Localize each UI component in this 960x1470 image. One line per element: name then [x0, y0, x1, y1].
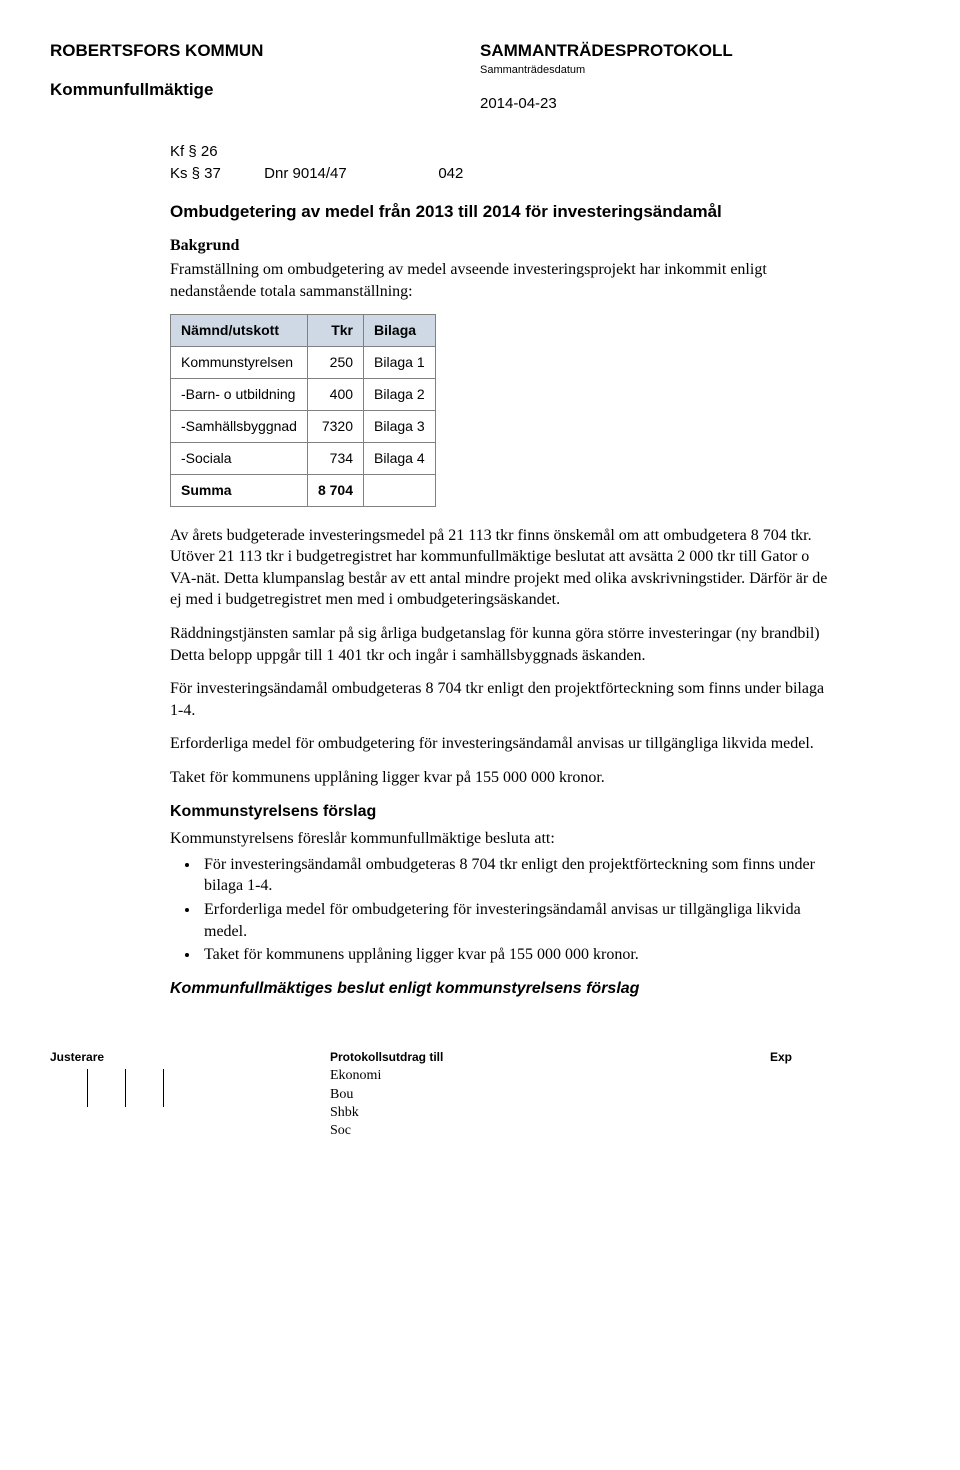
ref-ks-line: Ks § 37 Dnr 9014/47 042: [170, 164, 830, 184]
document-footer: Justerare Protokollsutdrag till EkonomiB…: [50, 1049, 910, 1140]
table-cell: 250: [307, 347, 363, 379]
body-name: Kommunfullmäktige: [50, 79, 480, 102]
bullet-item: Erforderliga medel för ombudgetering för…: [200, 899, 830, 942]
paragraph: Räddningstjänsten samlar på sig årliga b…: [170, 623, 830, 666]
bullet-item: För investeringsändamål ombudgeteras 8 7…: [200, 854, 830, 897]
date-label: Sammanträdesdatum: [480, 63, 910, 78]
table-cell: -Samhällsbyggnad: [171, 410, 308, 442]
ref-code: 042: [438, 165, 463, 182]
table-row: -Barn- o utbildning400Bilaga 2: [171, 379, 436, 411]
table-cell: 734: [307, 442, 363, 474]
signature-boxes: [50, 1069, 330, 1107]
recipient: Soc: [330, 1122, 770, 1140]
table-cell: Bilaga 1: [364, 347, 436, 379]
budget-table: Nämnd/utskott Tkr Bilaga Kommunstyrelsen…: [170, 314, 436, 506]
paragraph: För investeringsändamål ombudgeteras 8 7…: [170, 678, 830, 721]
ref-kf: Kf § 26: [170, 142, 830, 162]
table-cell: Bilaga 3: [364, 410, 436, 442]
org-name: ROBERTSFORS KOMMUN: [50, 40, 480, 63]
recipient: Ekonomi: [330, 1067, 770, 1085]
meeting-date: 2014-04-23: [480, 94, 910, 114]
decision-line: Kommunfullmäktiges beslut enligt kommuns…: [170, 978, 830, 1000]
table-cell: -Sociala: [171, 442, 308, 474]
protokoll-title: SAMMANTRÄDESPROTOKOLL: [480, 40, 910, 63]
signature-box: [50, 1069, 88, 1107]
table-cell: Summa: [171, 474, 308, 506]
proposal-heading: Kommunstyrelsens förslag: [170, 801, 830, 823]
proposal-intro: Kommunstyrelsens föreslår kommunfullmäkt…: [170, 828, 830, 850]
background-heading: Bakgrund: [170, 235, 830, 257]
table-cell: -Barn- o utbildning: [171, 379, 308, 411]
paragraph: Av årets budgeterade investeringsmedel p…: [170, 525, 830, 611]
exp-label: Exp: [770, 1049, 910, 1065]
table-cell: 8 704: [307, 474, 363, 506]
signature-box: [88, 1069, 126, 1107]
recipient: Bou: [330, 1086, 770, 1104]
table-cell: [364, 474, 436, 506]
table-row: Kommunstyrelsen250Bilaga 1: [171, 347, 436, 379]
ref-dnr: Dnr 9014/47: [264, 164, 434, 184]
table-row: -Samhällsbyggnad7320Bilaga 3: [171, 410, 436, 442]
background-text: Framställning om ombudgetering av medel …: [170, 259, 830, 302]
table-sum-row: Summa8 704: [171, 474, 436, 506]
table-row: -Sociala734Bilaga 4: [171, 442, 436, 474]
recipient: Shbk: [330, 1104, 770, 1122]
table-cell: Kommunstyrelsen: [171, 347, 308, 379]
table-header: Bilaga: [364, 315, 436, 347]
table-header: Tkr: [307, 315, 363, 347]
proposal-bullets: För investeringsändamål ombudgeteras 8 7…: [200, 854, 830, 966]
protokoll-label: Protokollsutdrag till: [330, 1049, 770, 1065]
table-header: Nämnd/utskott: [171, 315, 308, 347]
ref-ks: Ks § 37: [170, 164, 260, 184]
table-cell: 7320: [307, 410, 363, 442]
document-content: Kf § 26 Ks § 37 Dnr 9014/47 042 Ombudget…: [170, 142, 830, 999]
justerare-label: Justerare: [50, 1049, 330, 1065]
signature-box: [126, 1069, 164, 1107]
recipients-list: EkonomiBouShbkSoc: [330, 1067, 770, 1140]
document-title: Ombudgetering av medel från 2013 till 20…: [170, 201, 830, 224]
document-header: ROBERTSFORS KOMMUN Kommunfullmäktige SAM…: [50, 40, 910, 114]
table-cell: Bilaga 2: [364, 379, 436, 411]
paragraph: Erforderliga medel för ombudgetering för…: [170, 733, 830, 755]
table-cell: 400: [307, 379, 363, 411]
paragraph: Taket för kommunens upplåning ligger kva…: [170, 767, 830, 789]
bullet-item: Taket för kommunens upplåning ligger kva…: [200, 944, 830, 966]
table-cell: Bilaga 4: [364, 442, 436, 474]
